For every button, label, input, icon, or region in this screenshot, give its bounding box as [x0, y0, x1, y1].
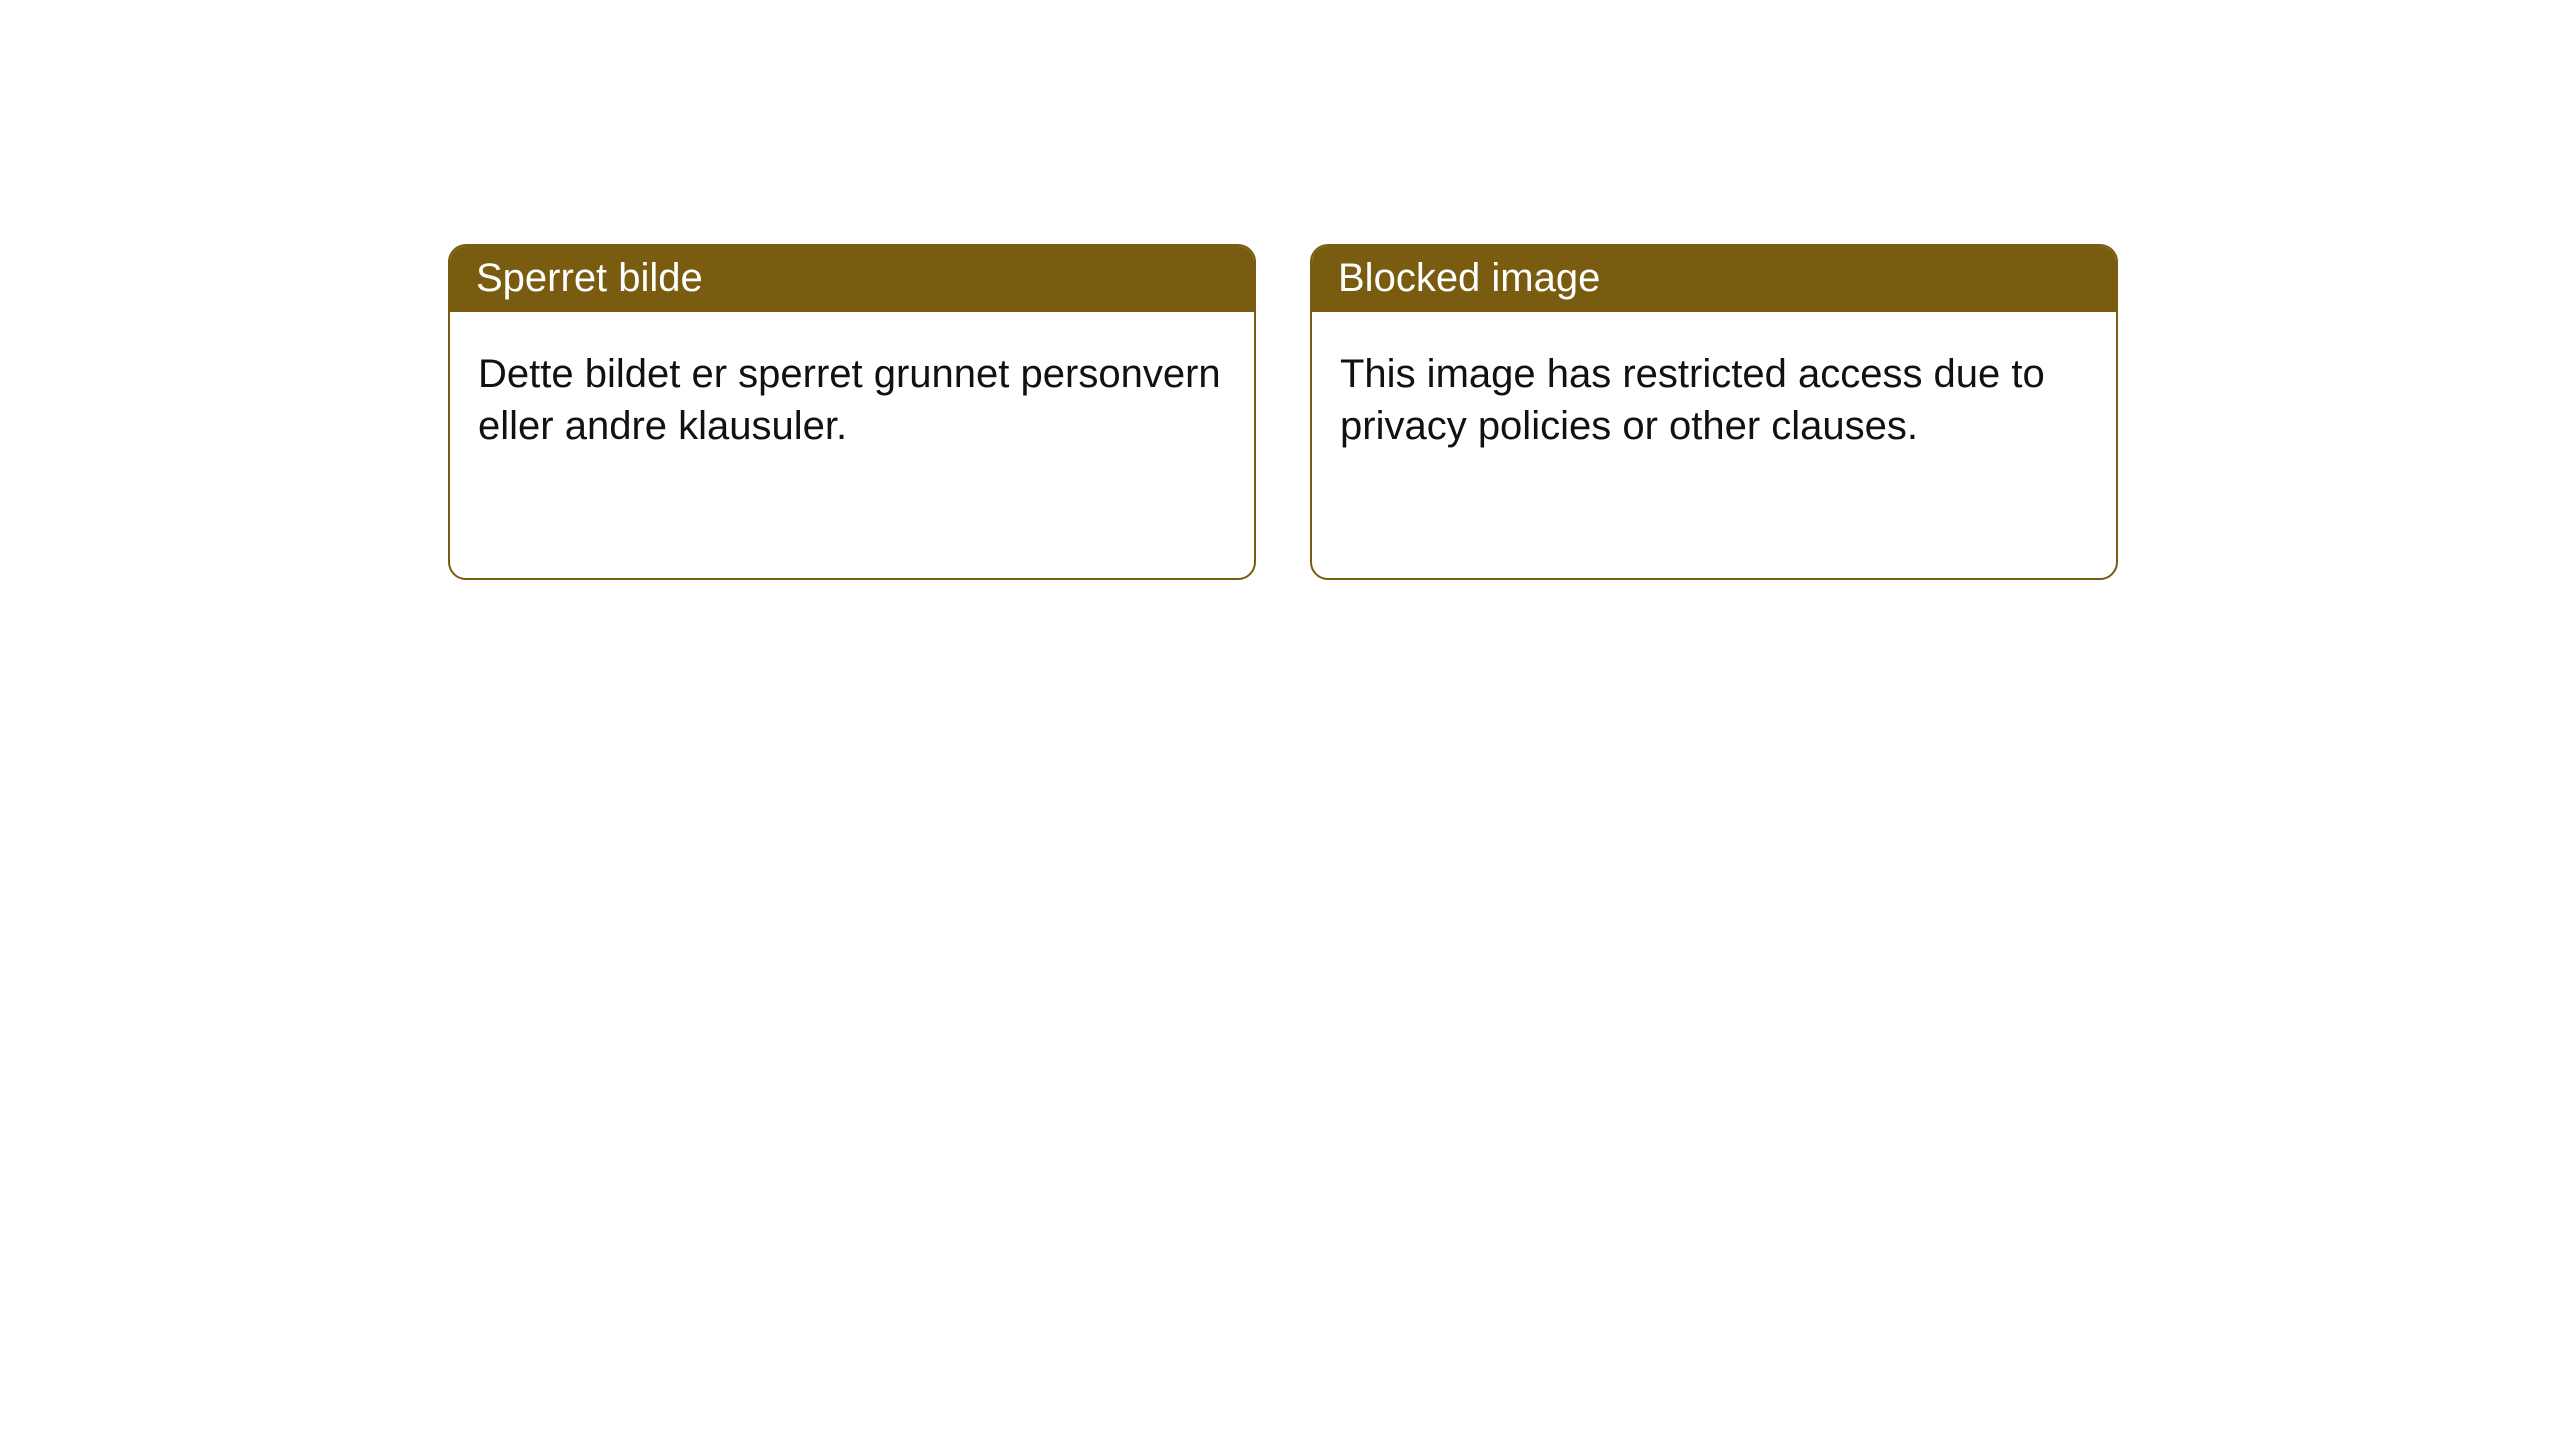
- notice-card-english: Blocked image This image has restricted …: [1310, 244, 2118, 580]
- notice-header: Sperret bilde: [450, 246, 1254, 312]
- notice-header: Blocked image: [1312, 246, 2116, 312]
- notice-container: Sperret bilde Dette bildet er sperret gr…: [0, 0, 2560, 580]
- notice-body: This image has restricted access due to …: [1312, 312, 2116, 472]
- notice-card-norwegian: Sperret bilde Dette bildet er sperret gr…: [448, 244, 1256, 580]
- notice-body: Dette bildet er sperret grunnet personve…: [450, 312, 1254, 472]
